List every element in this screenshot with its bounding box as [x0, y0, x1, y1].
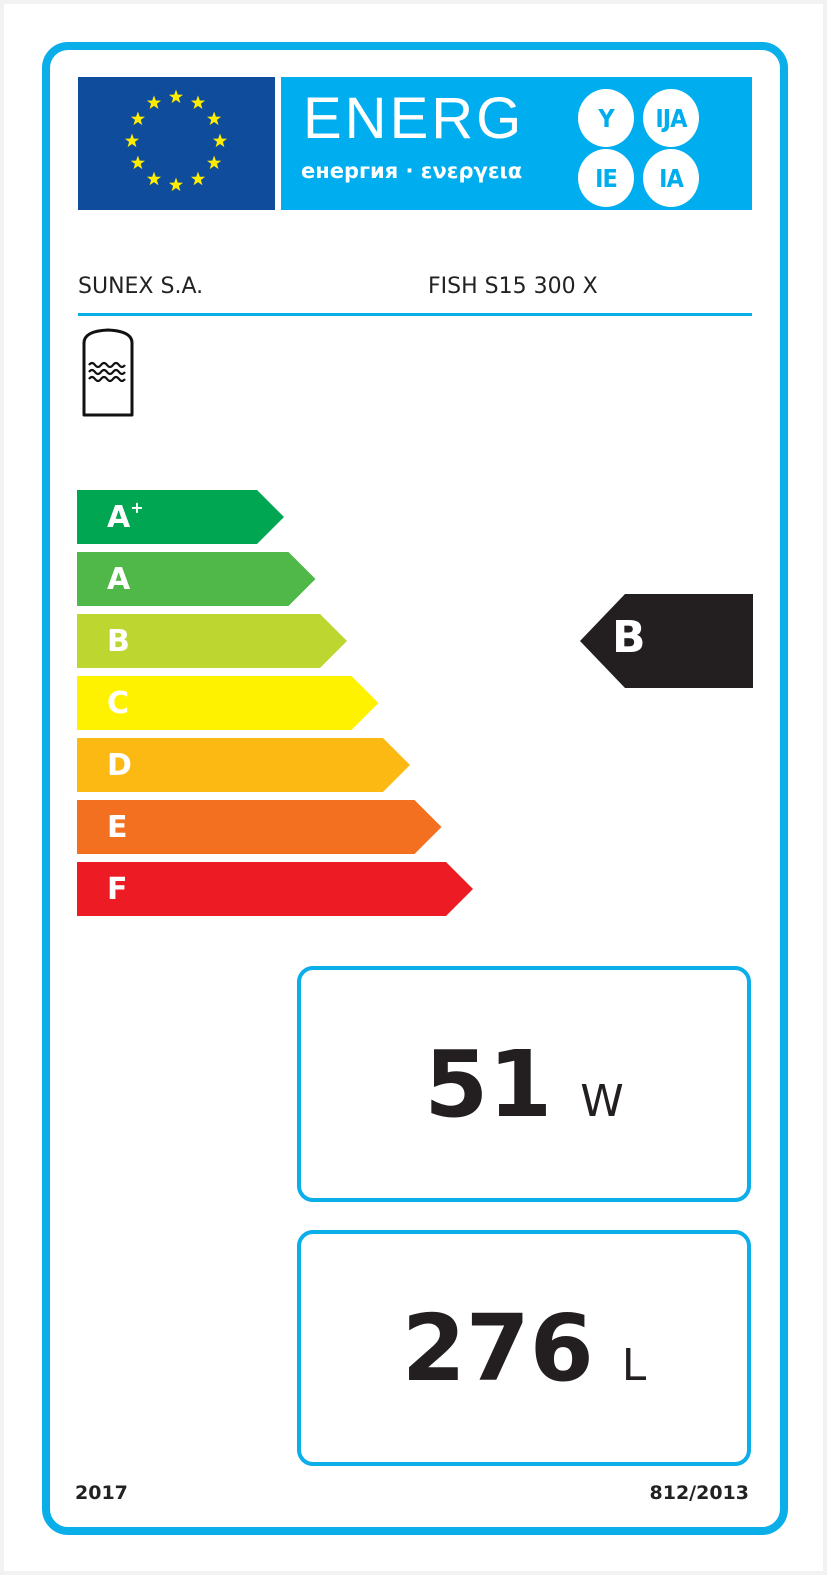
energy-banner: ENERG енергия · ενεργεια Y IJA IE IA	[281, 77, 752, 210]
scale-class-label: D	[107, 748, 132, 783]
standing-loss-unit: W	[580, 1075, 624, 1127]
eu-flag-icon	[78, 77, 275, 210]
label-frame	[42, 42, 788, 1535]
star-icon	[190, 171, 206, 186]
volume-unit: L	[621, 1339, 647, 1391]
scale-class-label: F	[107, 872, 128, 907]
logo-subtitle: енергия · ενεργεια	[301, 159, 523, 183]
energy-label: ENERG енергия · ενεργεια Y IJA IE IA SUN…	[4, 4, 823, 1571]
suffix-ie: IE	[578, 149, 634, 207]
star-icon	[130, 155, 145, 170]
star-icon	[190, 95, 206, 109]
star-icon	[146, 95, 162, 109]
star-icon	[212, 133, 228, 148]
standing-loss-box: 51 W	[297, 966, 751, 1202]
standing-loss-value: 51	[424, 1030, 553, 1138]
scale-class-label: E	[107, 810, 128, 845]
scale-class-label: A+	[107, 498, 144, 535]
volume-box: 276 L	[297, 1230, 751, 1466]
rating-arrow: B	[580, 594, 753, 688]
logo-text: ENERG	[303, 86, 525, 151]
rating-arrow-shape	[580, 594, 753, 688]
regulation-number: 812/2013	[649, 1482, 749, 1504]
scale-class-label: B	[107, 624, 130, 659]
star-icon	[168, 177, 184, 192]
suffix-ia: IA	[643, 149, 699, 207]
star-icon	[124, 133, 140, 148]
star-icon	[168, 89, 184, 104]
star-icon	[207, 111, 222, 126]
star-icon	[207, 155, 222, 170]
volume-value: 276	[401, 1294, 594, 1402]
star-icon	[130, 111, 145, 126]
hot-water-storage-tank-icon	[82, 328, 134, 417]
suffix-y: Y	[578, 89, 634, 147]
scale-class-label: A	[107, 562, 131, 597]
label-year: 2017	[75, 1482, 128, 1504]
suffix-ija: IJA	[643, 89, 699, 147]
rating-label: B	[612, 612, 646, 663]
supplier-name: SUNEX S.A.	[78, 274, 204, 299]
model-identifier: FISH S15 300 X	[428, 274, 598, 299]
scale-class-label: C	[107, 686, 130, 721]
star-icon	[146, 171, 162, 186]
divider	[78, 313, 752, 316]
